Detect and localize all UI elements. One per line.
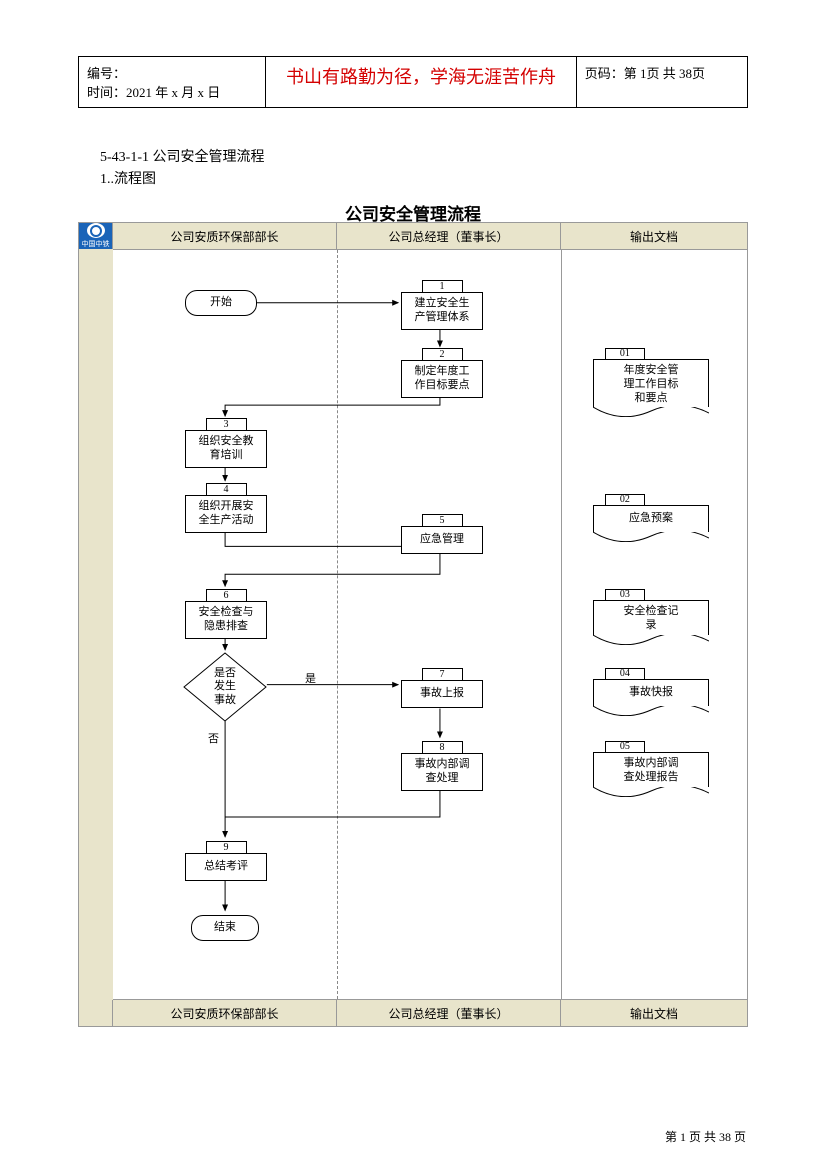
node-7-num: 7 [422,668,463,680]
output-doc-3: 03 安全检查记录 [593,589,709,645]
node-start: 开始 [185,290,257,316]
flow-canvas: 开始 1 建立安全生产管理体系 2 制定年度工作目标要点 3 组织安全教育培训 … [113,249,747,1000]
serial-label: 编号： [87,63,257,82]
footer-page: 第 1 页 共 38 页 [665,1128,746,1145]
node-5: 5 应急管理 [401,514,483,554]
flowchart-container: 中国中铁 公司安质环保部部长 公司总经理（董事长） 输出文档 公司安质环保部部长… [78,222,748,1027]
node-1-label: 建立安全生产管理体系 [401,292,483,330]
section-title: 5-43-1-1 公司安全管理流程 [100,146,265,166]
header-left-cell: 编号： 时间：2021 年 x 月 x 日 [79,57,266,108]
logo-text: 中国中铁 [82,239,110,249]
node-decision: 是否发生事故 [183,652,267,722]
node-4-num: 4 [206,483,247,495]
node-1-num: 1 [422,280,463,292]
output-doc-1: 01 年度安全管理工作目标和要点 [593,348,709,417]
logo-icon [87,223,105,238]
header-page: 页码：第 1页 共 38页 [576,57,747,108]
lane-header-1: 公司安质环保部部长 [113,223,337,249]
output-doc-4: 04 事故快报 [593,668,709,716]
lane-footer-3: 输出文档 [561,1000,747,1026]
node-7-label: 事故上报 [401,680,483,708]
output-doc-5-label: 事故内部调查处理报告 [593,752,709,787]
output-doc-3-label: 安全检查记录 [593,600,709,635]
logo-cell: 中国中铁 [79,223,113,249]
node-3: 3 组织安全教育培训 [185,418,267,468]
lane-divider-1 [337,250,338,999]
doc-header-table: 编号： 时间：2021 年 x 月 x 日 书山有路勤为径，学海无涯苦作舟 页码… [78,56,748,108]
node-4-label: 组织开展安全生产活动 [185,495,267,533]
node-8: 8 事故内部调查处理 [401,741,483,791]
lane-footer-2: 公司总经理（董事长） [337,1000,561,1026]
node-decision-label: 是否发生事故 [183,652,267,722]
lane-header-3: 输出文档 [561,223,747,249]
lane-footer-blank [79,1000,113,1026]
node-2-label: 制定年度工作目标要点 [401,360,483,398]
edge-label-no: 否 [208,730,219,746]
lane-divider-2 [561,250,562,999]
time-label: 时间：2021 年 x 月 x 日 [87,82,257,101]
node-9: 9 总结考评 [185,841,267,881]
lane-header-2: 公司总经理（董事长） [337,223,561,249]
output-doc-2: 02 应急预案 [593,494,709,542]
node-8-num: 8 [422,741,463,753]
output-doc-1-num: 01 [605,348,646,359]
output-doc-3-num: 03 [605,589,646,600]
lane-footer-row: 公司安质环保部部长 公司总经理（董事长） 输出文档 [79,1000,747,1026]
header-motto: 书山有路勤为径，学海无涯苦作舟 [266,57,576,108]
node-7: 7 事故上报 [401,668,483,708]
output-doc-4-label: 事故快报 [593,679,709,706]
output-doc-5-num: 05 [605,741,646,752]
node-8-label: 事故内部调查处理 [401,753,483,791]
output-doc-2-label: 应急预案 [593,505,709,532]
node-5-num: 5 [422,514,463,526]
node-5-label: 应急管理 [401,526,483,554]
node-9-num: 9 [206,841,247,853]
node-3-label: 组织安全教育培训 [185,430,267,468]
node-9-label: 总结考评 [185,853,267,881]
node-6-label: 安全检查与隐患排查 [185,601,267,639]
output-doc-1-label: 年度安全管理工作目标和要点 [593,359,709,407]
node-1: 1 建立安全生产管理体系 [401,280,483,330]
node-6-num: 6 [206,589,247,601]
section-subtitle: 1..流程图 [100,168,156,188]
node-end: 结束 [191,915,259,941]
node-6: 6 安全检查与隐患排查 [185,589,267,639]
lane-header-row: 中国中铁 公司安质环保部部长 公司总经理（董事长） 输出文档 [79,223,747,249]
node-2: 2 制定年度工作目标要点 [401,348,483,398]
lane-footer-1: 公司安质环保部部长 [113,1000,337,1026]
node-2-num: 2 [422,348,463,360]
output-doc-2-num: 02 [605,494,646,505]
node-4: 4 组织开展安全生产活动 [185,483,267,533]
output-doc-5: 05 事故内部调查处理报告 [593,741,709,797]
node-3-num: 3 [206,418,247,430]
output-doc-4-num: 04 [605,668,646,679]
edge-label-yes: 是 [305,670,316,686]
